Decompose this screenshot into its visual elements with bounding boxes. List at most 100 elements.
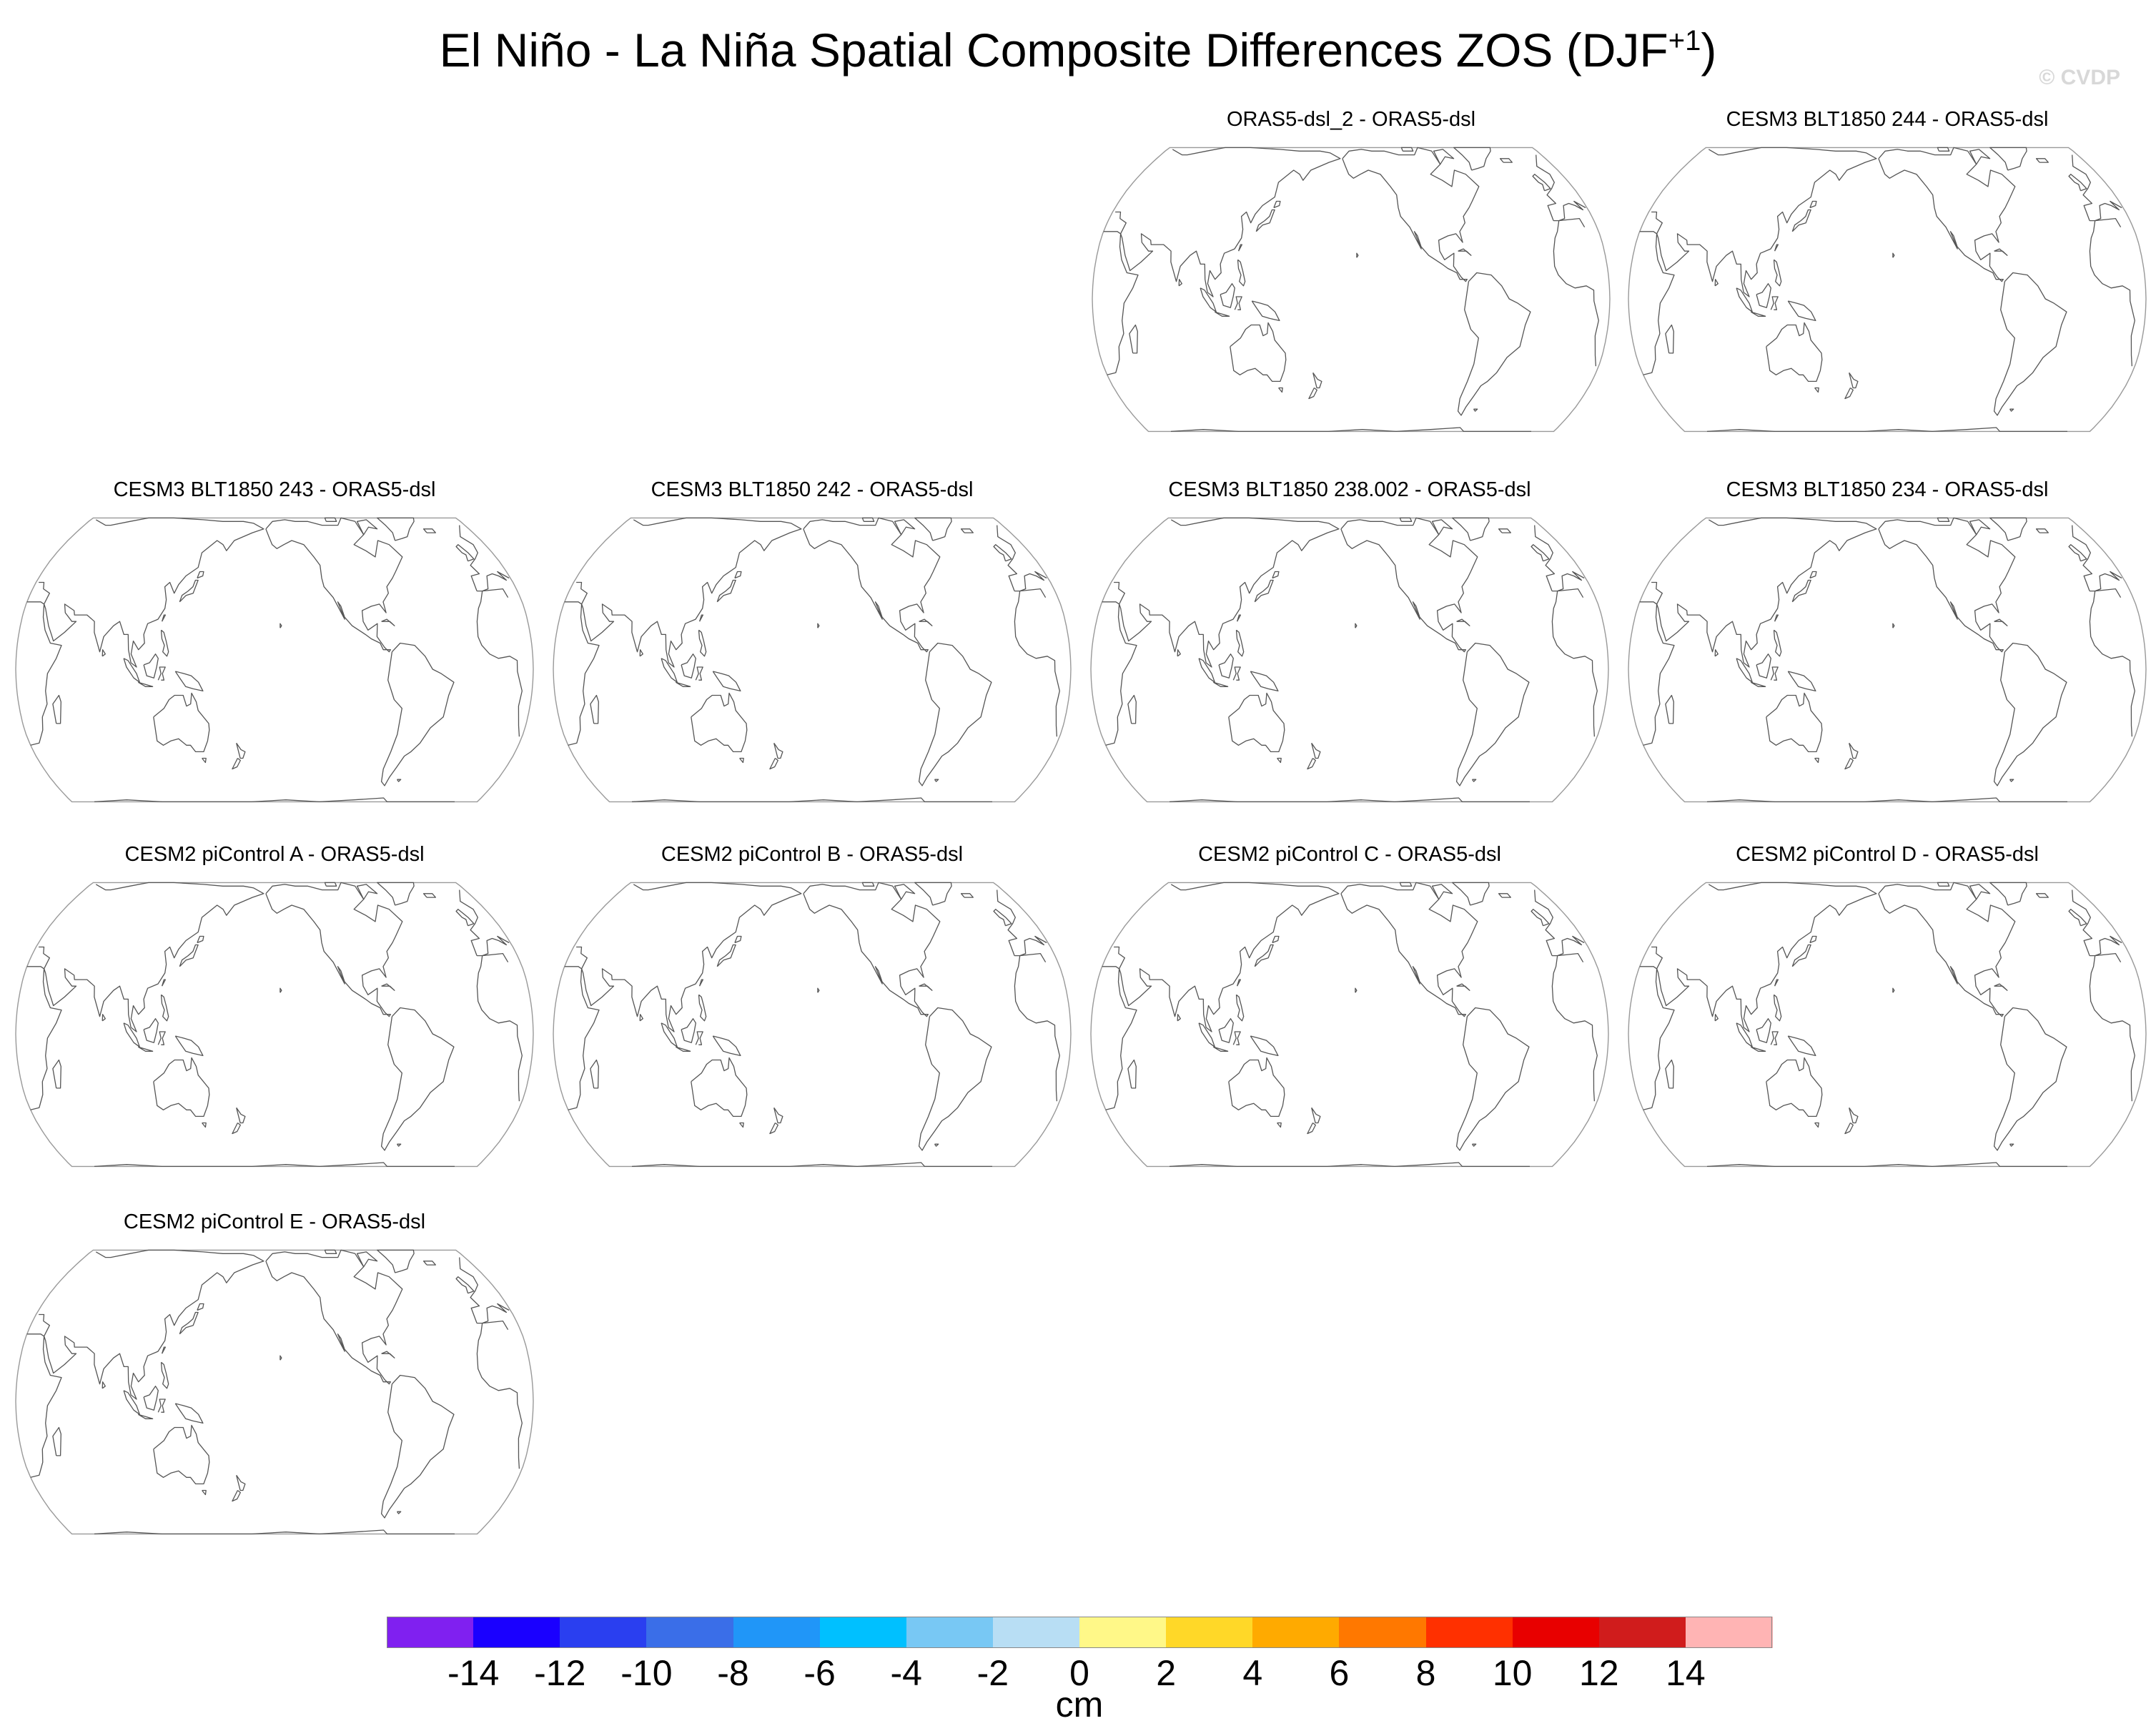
- coastline: [179, 944, 199, 967]
- coastline: [381, 1351, 395, 1358]
- coastline: [1232, 1031, 1241, 1045]
- coastline: [356, 1251, 378, 1268]
- panel-label: CESM3 BLT1850 242 - ORAS5-dsl: [651, 478, 974, 501]
- coastline: [1770, 1031, 1779, 1045]
- coastline: [1756, 283, 1771, 308]
- coastline: [631, 1162, 992, 1168]
- coastline: [1102, 952, 1598, 1110]
- coastline: [734, 935, 742, 944]
- coastline: [1766, 322, 1823, 383]
- world-map: [1090, 882, 1609, 1168]
- colorbar-tick-label: -8: [717, 1653, 749, 1693]
- coastline: [773, 1107, 783, 1124]
- coastline: [639, 649, 643, 657]
- coastline: [232, 757, 241, 770]
- panel-label: ORAS5-dsl_2 - ORAS5-dsl: [1226, 108, 1476, 131]
- coastline: [1237, 259, 1246, 287]
- coastline: [396, 779, 402, 782]
- coastline: [1639, 217, 2135, 375]
- coastline: [52, 1426, 61, 1456]
- panel-label: CESM2 piControl E - ORAS5-dsl: [123, 1210, 426, 1233]
- coastline: [1937, 147, 1950, 152]
- coastline: [1103, 217, 1599, 375]
- coastline: [153, 1057, 210, 1118]
- panel-label: CESM2 piControl C - ORAS5-dsl: [1198, 843, 1501, 866]
- coastline: [1849, 742, 1859, 759]
- coastline: [1452, 882, 1490, 906]
- coastline: [1399, 517, 1413, 522]
- coastline: [1114, 517, 1585, 668]
- coastline: [232, 1489, 241, 1502]
- coastline: [202, 1489, 207, 1496]
- coastline: [377, 1249, 415, 1273]
- coastline: [102, 1014, 106, 1022]
- world-map: [1090, 517, 1609, 803]
- map-panel: CESM3 BLT1850 238.002 - ORAS5-dsl: [1085, 478, 1614, 835]
- coastline: [894, 519, 916, 536]
- colorbar-tick-label: 10: [1492, 1653, 1533, 1693]
- map-panel: CESM3 BLT1850 242 - ORAS5-dsl: [548, 478, 1077, 835]
- coastline: [1456, 983, 1470, 991]
- coastline: [197, 1303, 204, 1311]
- coastline: [1639, 952, 2135, 1110]
- coastline: [1756, 1018, 1771, 1043]
- panel-label: CESM3 BLT1850 244 - ORAS5-dsl: [1726, 108, 2049, 131]
- coastline: [236, 742, 246, 759]
- coastline: [1814, 1122, 1819, 1128]
- coastline: [769, 1122, 778, 1135]
- colorbar-bin: [1685, 1617, 1773, 1648]
- coastline: [1308, 387, 1317, 400]
- coastline: [202, 757, 207, 764]
- coastline: [26, 1320, 523, 1478]
- colorbar-bin: [1252, 1617, 1340, 1648]
- coastline: [691, 1057, 748, 1118]
- coastline: [1706, 427, 2067, 433]
- coastline: [1791, 209, 1811, 232]
- title-main: El Niño - La Niña Spatial Composite Diff…: [439, 24, 1668, 77]
- colorbar-tick-label: 4: [1242, 1653, 1263, 1693]
- coastline: [1531, 544, 1550, 562]
- coastline: [1766, 1057, 1823, 1118]
- colorbar-bin: [906, 1617, 994, 1648]
- coastline: [1212, 1046, 1229, 1052]
- map-panel: CESM3 BLT1850 244 - ORAS5-dsl: [1623, 107, 2152, 465]
- coastline: [675, 681, 691, 687]
- coastline: [712, 1035, 741, 1057]
- coastline: [1228, 1057, 1285, 1118]
- panel-label: CESM2 piControl A - ORAS5-dsl: [124, 843, 425, 866]
- coastline: [993, 544, 1012, 562]
- panel-label: CESM3 BLT1850 238.002 - ORAS5-dsl: [1168, 478, 1531, 501]
- coastline: [1498, 528, 1511, 533]
- coastline: [1169, 797, 1530, 803]
- coastline: [280, 987, 282, 993]
- coastline: [716, 944, 736, 967]
- colorbar-bin: [560, 1617, 647, 1648]
- coastline: [280, 623, 282, 628]
- coastline: [1531, 909, 1550, 927]
- coastline: [1714, 1014, 1719, 1022]
- coastline: [197, 571, 204, 579]
- coastline: [698, 994, 707, 1022]
- coastline: [1651, 147, 2122, 297]
- coastline: [380, 642, 455, 786]
- coastline: [1773, 259, 1782, 287]
- coastline: [1787, 300, 1816, 322]
- colorbar-tick-label: -4: [890, 1653, 922, 1693]
- coastline: [1177, 1014, 1181, 1022]
- colorbar-tick-label: -2: [976, 1653, 1009, 1693]
- coastline: [179, 1311, 199, 1335]
- coastline: [716, 579, 736, 603]
- map-panel: CESM2 piControl E - ORAS5-dsl: [10, 1210, 539, 1567]
- colorbar-bin: [1166, 1617, 1253, 1648]
- coastline: [691, 692, 748, 753]
- colorbar-bin: [992, 1617, 1080, 1648]
- coastline: [197, 935, 204, 944]
- map-boundary: [1628, 882, 2147, 1168]
- map-boundary: [553, 517, 1072, 803]
- coastline: [137, 681, 154, 687]
- coastline: [455, 909, 475, 927]
- coastline: [1844, 757, 1854, 770]
- coastline: [1989, 517, 2027, 541]
- colorbar-tick-label: -6: [803, 1653, 836, 1693]
- coastline: [1937, 517, 1950, 522]
